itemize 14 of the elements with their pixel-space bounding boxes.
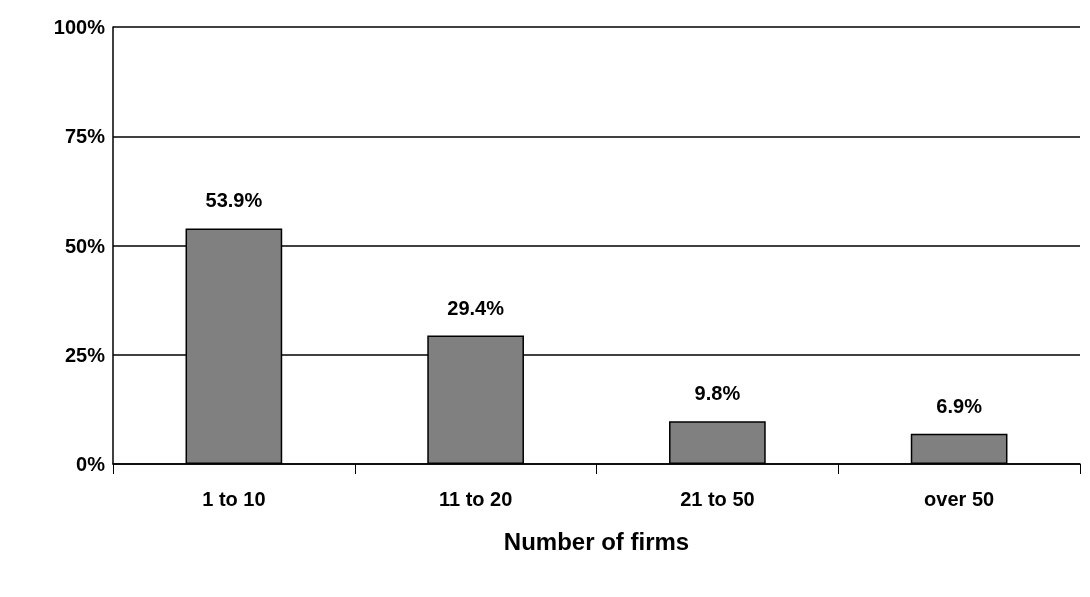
x-tick-label: 11 to 20 — [438, 488, 513, 510]
x-tick-label: 1 to 10 — [202, 488, 266, 510]
y-tick-label: 0% — [76, 453, 106, 475]
y-tick-label: 50% — [64, 234, 106, 257]
x-tick-label: over 50 — [924, 488, 995, 510]
data-label: 6.9% — [936, 394, 983, 417]
x-axis-title: Number of firms — [503, 527, 690, 555]
data-label: 9.8% — [694, 382, 741, 405]
y-tick-label: 100% — [53, 16, 106, 38]
x-tick-label: 21 to 50 — [680, 488, 755, 510]
y-tick-label: 25% — [64, 343, 106, 366]
data-label: 53.9% — [205, 189, 263, 212]
data-label: 29.4% — [447, 296, 505, 319]
y-tick-label: 75% — [64, 125, 106, 148]
